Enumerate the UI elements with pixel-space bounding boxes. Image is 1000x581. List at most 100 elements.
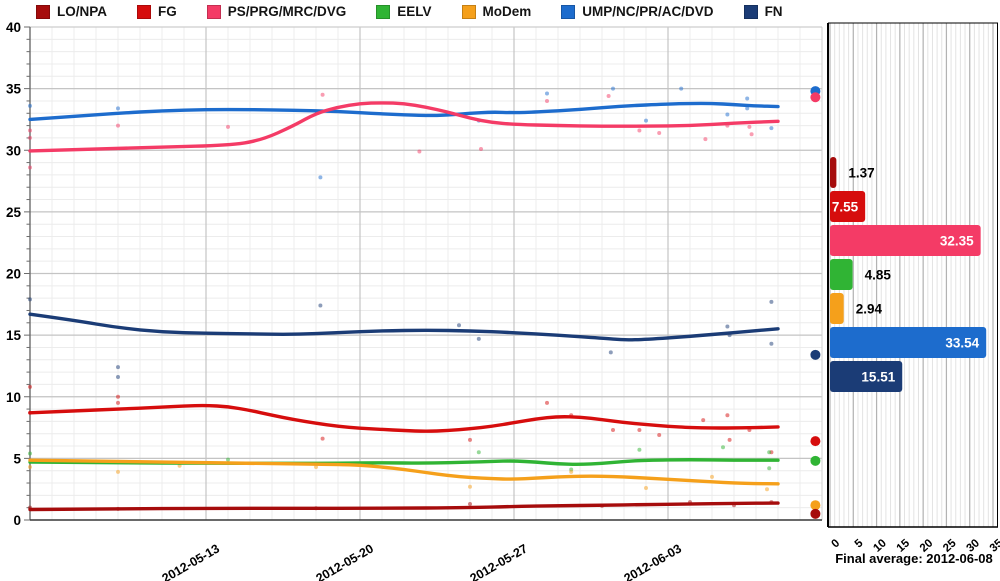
poll-dot-ump (745, 96, 750, 101)
final-average-label: Final average: 2012-06-08 (835, 551, 993, 566)
poll-dot-fg (116, 394, 120, 399)
trend-line-lo (28, 501, 780, 512)
poll-dot-ps (116, 123, 120, 128)
y-tick-label: 10 (6, 390, 21, 405)
poll-dot-eelv (721, 445, 725, 450)
poll-dot-ump (545, 91, 549, 96)
poll-dot-modem (314, 465, 318, 470)
result-dot-lo (810, 508, 821, 519)
poll-dot-eelv (476, 450, 481, 455)
poll-dot-ump (769, 126, 774, 131)
poll-dot-ps (657, 130, 662, 135)
bar-value-label-ps: 32.35 (940, 234, 974, 249)
poll-dot-ump (611, 86, 615, 91)
poll-dot-modem (569, 469, 574, 474)
poll-dot-ump (679, 86, 684, 91)
poll-dot-fn (116, 365, 120, 370)
poll-dot-eelv (226, 457, 230, 462)
trend-line-fg (28, 403, 780, 433)
poll-dot-fg (657, 432, 662, 437)
y-tick-label: 0 (13, 513, 21, 528)
y-tick-label: 15 (6, 328, 22, 343)
legend-swatch-lo (36, 4, 50, 19)
poll-dot-eelv (767, 466, 772, 471)
poll-dot-ps (28, 165, 32, 170)
poll-dot-ps (545, 98, 549, 103)
poll-dot-fg (28, 384, 32, 389)
poll-dot-ps (417, 149, 422, 154)
poll-dot-ps (749, 132, 754, 137)
x-tick-label: 2012-05-13 (160, 542, 222, 581)
legend-label: LO/NPA (57, 4, 107, 19)
result-dot-eelv (810, 455, 821, 466)
trend-line-fn (28, 312, 780, 342)
legend-label: MoDem (482, 4, 532, 19)
legend-swatch-modem (461, 4, 476, 19)
y-tick-label: 5 (13, 451, 21, 466)
bar-ump (830, 327, 987, 358)
poll-dot-fg (637, 428, 642, 433)
bar-value-label-fn: 15.51 (861, 370, 895, 385)
poll-dot-ps (703, 137, 708, 142)
legend-swatch-eelv (376, 4, 391, 19)
bar-value-label-modem: 2.94 (856, 302, 883, 317)
poll-dot-modem (116, 469, 120, 474)
poll-dot-eelv (28, 451, 32, 456)
bar-fg (830, 191, 866, 222)
legend-item-modem: MoDem (461, 4, 532, 19)
bar-value-label-ump: 33.54 (945, 336, 979, 351)
poll-dot-modem (644, 485, 648, 490)
y-tick-label: 35 (6, 82, 22, 97)
poll-dot-fg (545, 400, 549, 405)
poll-dot-fn (116, 375, 120, 380)
poll-dot-fn (28, 297, 32, 302)
poll-dot-fg (116, 400, 120, 405)
trend-line-ump (28, 101, 780, 122)
poll-dot-ump (28, 103, 32, 108)
poll-dot-eelv (637, 447, 642, 452)
bar-value-label-eelv: 4.85 (865, 268, 892, 283)
poll-dot-ps (226, 124, 230, 129)
poll-dot-fn (769, 341, 774, 346)
x-tick-label: 2012-05-27 (468, 542, 530, 581)
result-dot-fn (810, 349, 821, 360)
poll-dot-fn (769, 299, 774, 304)
legend-label: FN (764, 4, 783, 19)
poll-dot-eelv (767, 450, 772, 455)
legend-label: EELV (397, 4, 432, 19)
x-tick-label: 2012-06-03 (622, 542, 684, 581)
x-tick-label: 2012-05-20 (314, 542, 376, 581)
poll-dot-lo (468, 501, 472, 506)
poll-dot-ps (479, 147, 483, 152)
legend-swatch-ump (561, 4, 576, 19)
bar-eelv (830, 259, 853, 290)
bar-value-label-lo: 1.37 (848, 166, 874, 181)
trend-line-modem (28, 458, 780, 486)
y-tick-label: 25 (6, 205, 22, 220)
poll-dot-ps (606, 94, 611, 99)
poll-dot-ump (644, 118, 648, 123)
poll-dot-fg (468, 437, 472, 442)
result-dot-modem (810, 500, 821, 511)
poll-dot-fn (457, 323, 461, 328)
y-tick-label: 30 (6, 143, 21, 158)
trend-line-ps (28, 101, 780, 153)
poll-dot-modem (28, 465, 32, 470)
poll-dot-fn (608, 350, 613, 355)
poll-dot-ump (725, 112, 730, 117)
legend-item-fg: FG (137, 4, 177, 19)
legend-label: UMP/NC/PR/AC/DVD (582, 4, 714, 19)
poll-dot-fg (611, 428, 615, 433)
poll-dot-modem (765, 487, 769, 492)
legend: LO/NPA FG PS/PRG/MRC/DVG EELV MoDem UMP/NC/PR… (36, 4, 783, 19)
poll-dot-ump (116, 106, 120, 111)
poll-dot-fn (476, 336, 481, 341)
poll-dot-ps (28, 128, 32, 133)
poll-dot-ps (747, 124, 752, 129)
legend-item-eelv: EELV (376, 4, 432, 19)
legend-swatch-ps (206, 4, 221, 19)
poll-dot-ps (320, 92, 325, 97)
y-tick-label: 20 (6, 267, 21, 282)
